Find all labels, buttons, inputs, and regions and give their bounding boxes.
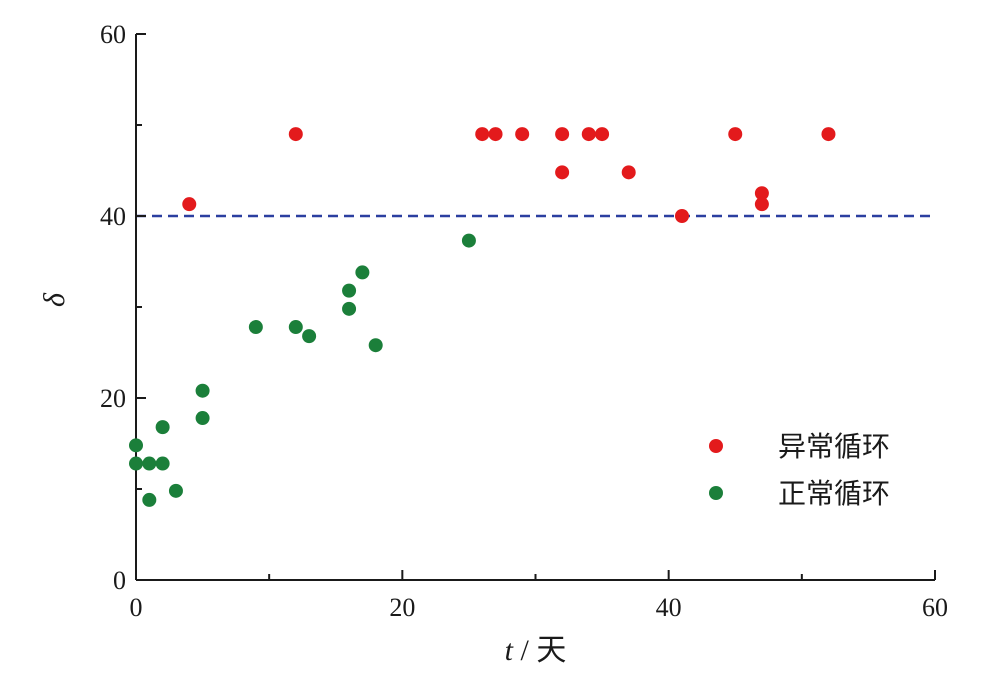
x-tick-label: 60 xyxy=(922,593,948,622)
data-point xyxy=(168,483,183,498)
data-point xyxy=(195,411,210,426)
series-normal xyxy=(129,233,476,507)
axes: 0 20 40 60 0 20 40 60 xyxy=(100,20,948,622)
data-points xyxy=(129,127,836,507)
y-tick-label: 20 xyxy=(100,384,126,413)
y-tick-label: 60 xyxy=(100,20,126,49)
data-point xyxy=(142,492,157,507)
data-point xyxy=(728,127,743,142)
data-point xyxy=(674,209,689,223)
legend-label: 异常循环 xyxy=(778,430,890,463)
data-point xyxy=(515,127,530,142)
y-axis-title: δ xyxy=(38,292,71,307)
data-point xyxy=(555,127,570,142)
data-point xyxy=(821,127,836,142)
data-point xyxy=(182,197,197,212)
legend-label: 正常循环 xyxy=(778,477,890,510)
data-point xyxy=(754,186,769,201)
x-axis-variable: t xyxy=(505,634,514,667)
x-tick-label: 20 xyxy=(389,593,415,622)
x-tick-label: 0 xyxy=(130,593,143,622)
data-point xyxy=(461,233,476,248)
data-point xyxy=(142,456,157,471)
data-point xyxy=(288,127,303,142)
data-point xyxy=(595,127,610,142)
series-abnormal xyxy=(182,127,836,223)
x-axis-title: t / 天 xyxy=(505,633,567,668)
data-point xyxy=(155,420,170,435)
data-point xyxy=(302,329,317,344)
data-point xyxy=(129,438,143,453)
legend-marker xyxy=(709,439,723,453)
data-point xyxy=(754,197,769,212)
x-axis-separator: / xyxy=(513,634,536,667)
data-point xyxy=(248,320,263,335)
data-point xyxy=(475,127,490,142)
data-point xyxy=(488,127,503,142)
x-axis-unit: 天 xyxy=(536,633,566,668)
data-point xyxy=(155,456,170,471)
data-point xyxy=(288,320,303,335)
data-point xyxy=(555,165,570,180)
data-point xyxy=(129,456,143,471)
data-point xyxy=(581,127,596,142)
data-point xyxy=(342,283,357,298)
data-point xyxy=(355,265,370,280)
y-tick-label: 0 xyxy=(113,566,126,595)
x-tick-label: 40 xyxy=(656,593,682,622)
legend-marker xyxy=(709,486,723,500)
data-point xyxy=(368,338,383,353)
data-point xyxy=(342,301,357,316)
y-tick-label: 40 xyxy=(100,202,126,231)
data-point xyxy=(195,383,210,398)
data-point xyxy=(621,165,636,180)
